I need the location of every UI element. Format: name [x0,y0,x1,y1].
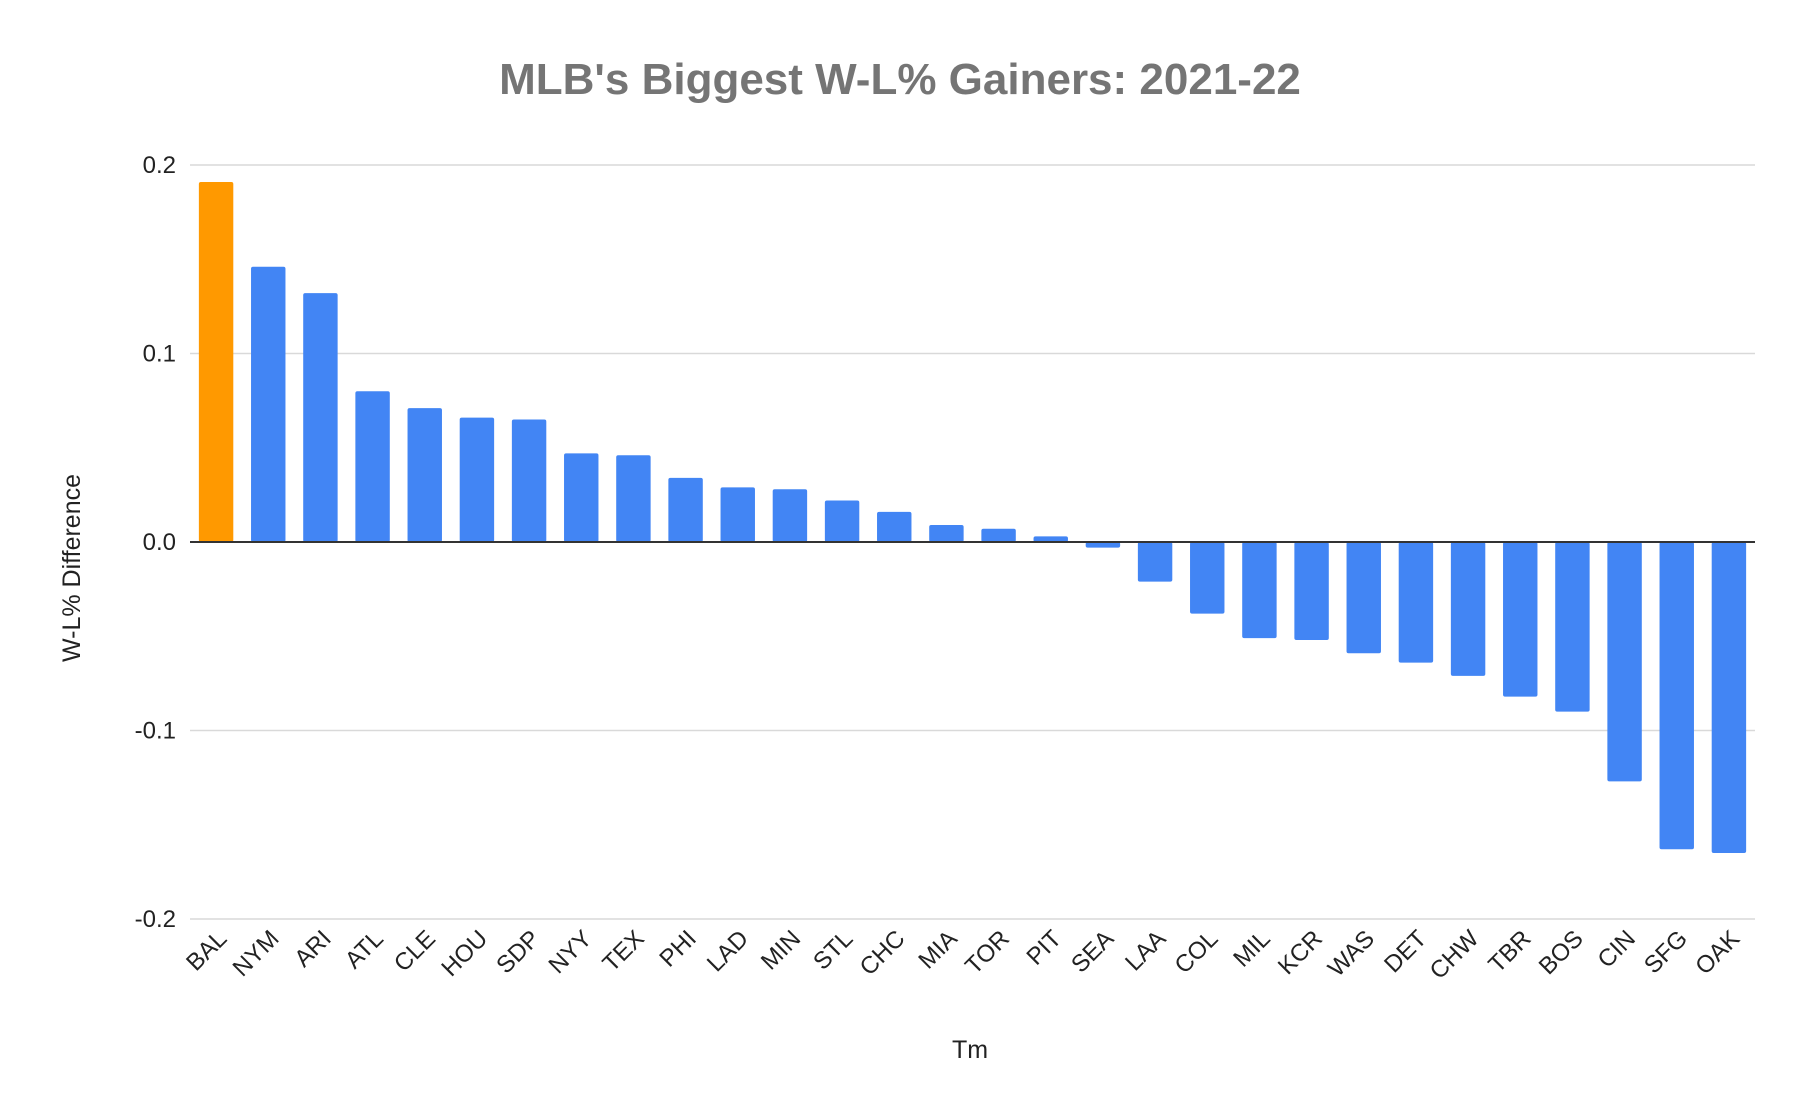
x-tick-label: TBR [1483,925,1536,978]
x-tick-label: LAA [1120,925,1171,976]
x-tick-label: MIL [1228,925,1275,972]
bar-pit [1033,536,1068,542]
bar-phi [668,477,703,542]
x-tick-label: SDP [491,925,545,979]
x-axis-label: Tm [952,1036,988,1064]
x-tick-label: MIA [913,925,962,974]
bar-tbr [1503,542,1538,697]
bar-ari [303,293,338,542]
bar-bal [198,181,234,542]
gridlines [190,164,1755,920]
bar-was [1346,542,1381,654]
bar-col [1190,542,1225,614]
bar-laa [1137,542,1173,582]
x-tick-label: CHC [855,925,911,981]
x-tick-label: CIN [1592,925,1640,973]
bar-chc [877,511,912,542]
y-axis-label: W-L% Difference [58,474,86,662]
bar-nyy [564,453,599,542]
x-tick-label: WAS [1323,925,1380,982]
y-tick-labels: 0.2 0.1 0.0 -0.1 -0.2 [135,152,176,933]
x-tick-label: PHI [654,925,701,972]
bar-min [772,489,808,542]
y-tick-label: 0.1 [143,341,176,368]
x-tick-label: TOR [960,925,1015,980]
x-tick-label: BAL [181,925,232,976]
x-tick-label: LAD [702,925,754,977]
x-tick-label: STL [808,925,858,975]
bar-nym [251,266,286,542]
bar-cin [1607,542,1642,782]
y-tick-label: -0.1 [135,718,176,745]
bar-tex [616,455,651,542]
x-tick-label: SFG [1639,925,1693,979]
bar-stl [824,500,860,542]
x-tick-label: BOS [1534,925,1589,980]
bar-tor [981,528,1016,542]
bar-lad [720,487,755,542]
x-tick-label: COL [1169,925,1223,979]
x-tick-label: OAK [1690,925,1745,980]
bars [198,181,1747,854]
bar-sdp [511,419,547,542]
x-tick-label: MIN [756,925,806,975]
x-tick-label: CHW [1425,925,1485,985]
x-tick-label: CLE [389,925,441,977]
x-tick-label: SEA [1066,925,1119,978]
x-tick-label: NYY [543,925,597,979]
bar-hou [459,417,495,542]
bar-chw [1450,542,1486,676]
bar-sea [1085,542,1121,548]
x-tick-label: TEX [598,925,650,977]
bar-mia [929,525,964,542]
chart-title: MLB's Biggest W-L% Gainers: 2021-22 [499,55,1301,104]
x-tick-label: PIT [1021,925,1067,971]
x-tick-label: ATL [340,925,389,974]
y-tick-label: 0.0 [143,529,176,556]
bar-atl [355,391,390,542]
x-tick-label: NYM [228,925,285,982]
y-tick-label: -0.2 [135,906,176,933]
x-tick-label: DET [1379,925,1432,978]
bar-cle [407,408,442,542]
x-tick-label: KCR [1273,925,1328,980]
bar-mil [1242,542,1277,639]
y-tick-label: 0.2 [143,152,176,179]
bar-oak [1711,542,1747,854]
x-tick-label: HOU [436,925,493,982]
bar-sfg [1659,542,1694,850]
x-tick-label: ARI [289,925,336,972]
bar-kcr [1294,542,1329,641]
bar-det [1398,542,1434,663]
bar-bos [1555,542,1590,712]
